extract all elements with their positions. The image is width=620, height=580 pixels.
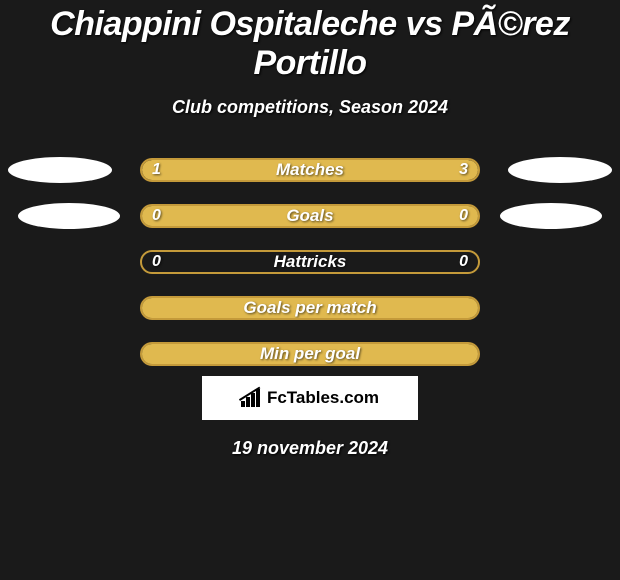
fctables-logo[interactable]: FcTables.com	[202, 376, 418, 420]
stat-label: Goals per match	[243, 298, 376, 318]
stat-bar: 0 0 Goals	[140, 204, 480, 228]
stat-value-left: 1	[152, 161, 161, 179]
stat-label: Min per goal	[260, 344, 360, 364]
stat-value-right: 0	[459, 253, 468, 271]
player-ellipse-right	[508, 157, 612, 183]
stat-row: Goals per match	[0, 296, 620, 320]
stat-value-right: 3	[459, 161, 468, 179]
stat-value-left: 0	[152, 207, 161, 225]
player-ellipse-left	[18, 203, 120, 229]
stat-value-right: 0	[459, 207, 468, 225]
stat-label: Goals	[286, 206, 333, 226]
logo-chart-icon	[241, 389, 263, 407]
player-ellipse-left	[8, 157, 112, 183]
stat-row: 0 0 Goals	[0, 204, 620, 228]
stat-bar: 0 0 Hattricks	[140, 250, 480, 274]
comparison-chart: 1 3 Matches 0 0 Goals 0 0 Hattricks Goals per mat…	[0, 158, 620, 366]
date-label: 19 november 2024	[0, 438, 620, 459]
stat-row: Min per goal	[0, 342, 620, 366]
stat-bar: 1 3 Matches	[140, 158, 480, 182]
player-ellipse-right	[500, 203, 602, 229]
subtitle: Club competitions, Season 2024	[0, 97, 620, 118]
stat-bar: Goals per match	[140, 296, 480, 320]
stat-label: Hattricks	[274, 252, 347, 272]
logo-text: FcTables.com	[267, 388, 379, 408]
stat-row: 1 3 Matches	[0, 158, 620, 182]
stat-label: Matches	[276, 160, 344, 180]
stat-row: 0 0 Hattricks	[0, 250, 620, 274]
stat-value-left: 0	[152, 253, 161, 271]
stat-bar: Min per goal	[140, 342, 480, 366]
page-title: Chiappini Ospitaleche vs PÃ©rez Portillo	[0, 5, 620, 83]
bar-fill-right	[226, 160, 478, 180]
